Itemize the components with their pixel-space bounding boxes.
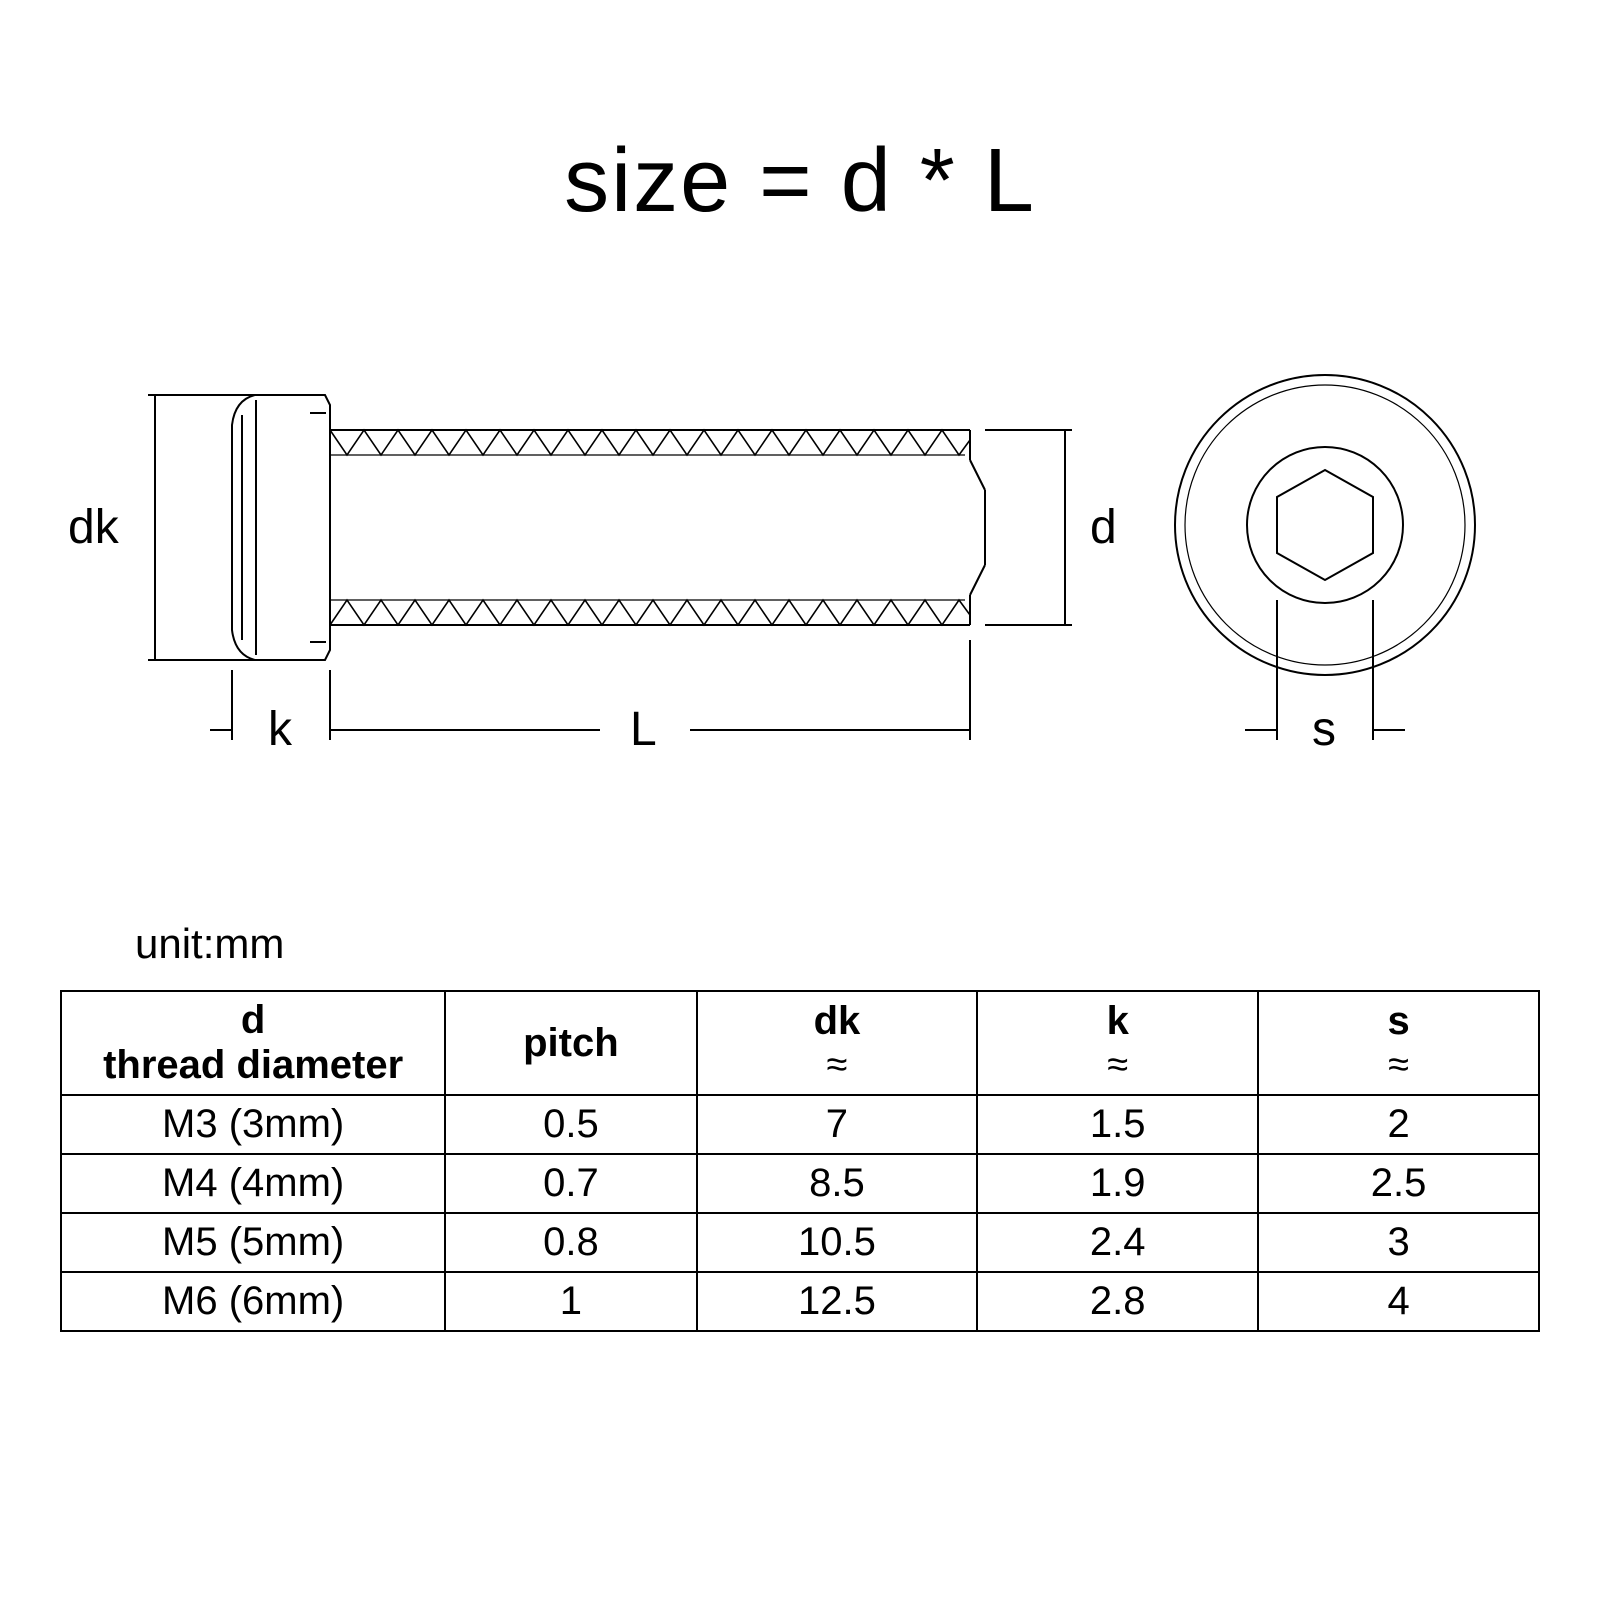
cell: 7 xyxy=(697,1095,978,1154)
table-header-row: d thread diameter pitch dk ≈ k ≈ s ≈ xyxy=(61,991,1539,1095)
label-s: s xyxy=(1312,702,1336,757)
table-row: M6 (6mm) 1 12.5 2.8 4 xyxy=(61,1272,1539,1331)
label-d: d xyxy=(1090,500,1117,555)
col-header-dk: dk ≈ xyxy=(697,991,978,1095)
table-row: M3 (3mm) 0.5 7 1.5 2 xyxy=(61,1095,1539,1154)
cell: 1.9 xyxy=(977,1154,1258,1213)
spec-table: d thread diameter pitch dk ≈ k ≈ s ≈ M3 … xyxy=(60,990,1540,1332)
cell: M4 (4mm) xyxy=(61,1154,445,1213)
table-body: M3 (3mm) 0.5 7 1.5 2 M4 (4mm) 0.7 8.5 1.… xyxy=(61,1095,1539,1331)
table-row: M4 (4mm) 0.7 8.5 1.9 2.5 xyxy=(61,1154,1539,1213)
col-header-s: s ≈ xyxy=(1258,991,1539,1095)
label-dk: dk xyxy=(68,500,119,555)
cell: 2.5 xyxy=(1258,1154,1539,1213)
cell: 2.8 xyxy=(977,1272,1258,1331)
size-formula: size = d * L xyxy=(0,130,1600,233)
col-header-pitch: pitch xyxy=(445,991,696,1095)
cell: 10.5 xyxy=(697,1213,978,1272)
unit-label: unit:mm xyxy=(135,920,284,968)
table-row: M5 (5mm) 0.8 10.5 2.4 3 xyxy=(61,1213,1539,1272)
cell: 1.5 xyxy=(977,1095,1258,1154)
cell: 4 xyxy=(1258,1272,1539,1331)
cell: 0.5 xyxy=(445,1095,696,1154)
cell: 0.7 xyxy=(445,1154,696,1213)
col-header-k: k ≈ xyxy=(977,991,1258,1095)
screw-diagram: dk d k L s xyxy=(0,340,1600,800)
cell: 8.5 xyxy=(697,1154,978,1213)
label-k: k xyxy=(268,702,292,757)
cell: 12.5 xyxy=(697,1272,978,1331)
cell: 2.4 xyxy=(977,1213,1258,1272)
label-L: L xyxy=(630,702,657,757)
cell: 2 xyxy=(1258,1095,1539,1154)
cell: 0.8 xyxy=(445,1213,696,1272)
cell: M5 (5mm) xyxy=(61,1213,445,1272)
cell: 1 xyxy=(445,1272,696,1331)
cell: 3 xyxy=(1258,1213,1539,1272)
cell: M3 (3mm) xyxy=(61,1095,445,1154)
cell: M6 (6mm) xyxy=(61,1272,445,1331)
col-header-d: d thread diameter xyxy=(61,991,445,1095)
